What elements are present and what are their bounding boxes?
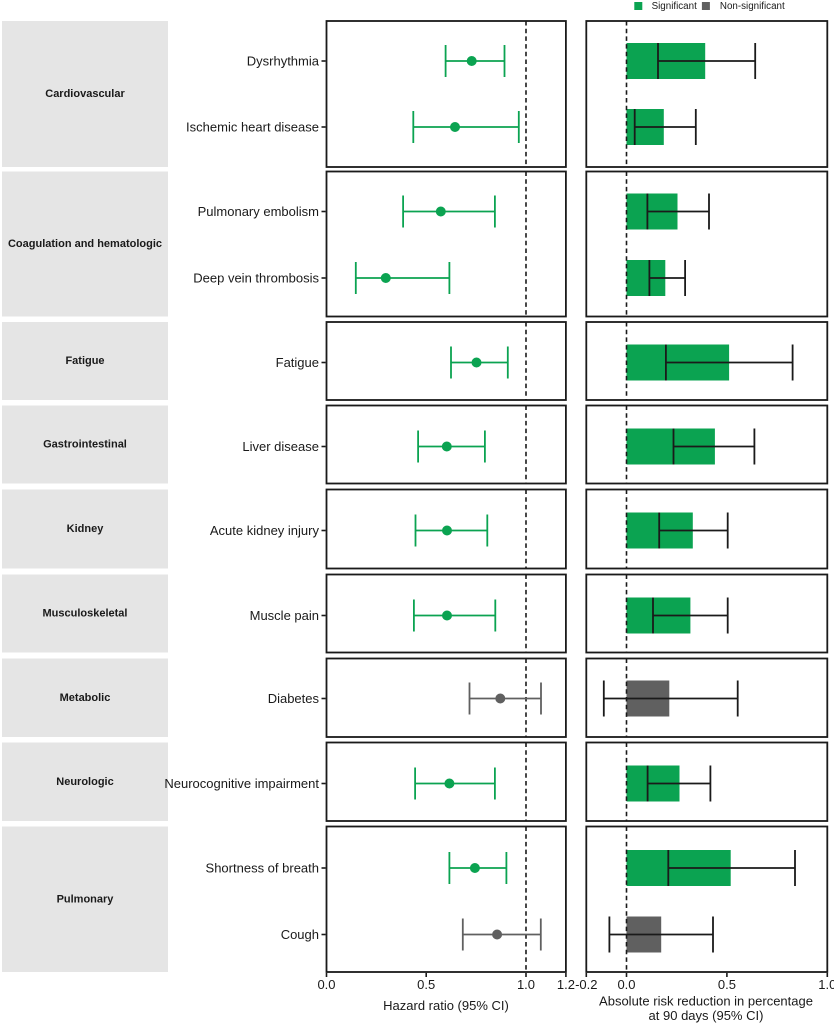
svg-text:-0.2: -0.2 [575,977,597,992]
svg-text:Muscle pain: Muscle pain [250,608,319,623]
svg-text:Liver disease: Liver disease [242,439,319,454]
svg-text:at 90 days (95% CI): at 90 days (95% CI) [649,1008,764,1023]
svg-text:Deep vein thrombosis: Deep vein thrombosis [193,271,319,286]
svg-text:Cardiovascular: Cardiovascular [45,88,125,100]
svg-text:Dysrhythmia: Dysrhythmia [247,54,320,69]
svg-text:Musculoskeletal: Musculoskeletal [43,608,128,620]
svg-text:Gastrointestinal: Gastrointestinal [43,439,127,451]
svg-text:Fatigue: Fatigue [276,355,319,370]
svg-text:Neurocognitive impairment: Neurocognitive impairment [164,776,319,791]
svg-text:Cough: Cough [281,927,319,942]
svg-text:Diabetes: Diabetes [268,691,320,706]
svg-text:1.0: 1.0 [818,977,834,992]
svg-text:0.5: 0.5 [417,977,435,992]
svg-text:Pulmonary embolism: Pulmonary embolism [198,204,319,219]
svg-text:Ischemic heart disease: Ischemic heart disease [186,120,319,135]
svg-text:0.5: 0.5 [718,977,736,992]
svg-text:Neurologic: Neurologic [56,776,113,788]
svg-text:Acute kidney injury: Acute kidney injury [210,523,320,538]
svg-text:Kidney: Kidney [67,523,105,535]
svg-text:Non-significant: Non-significant [720,1,785,12]
svg-text:Significant: Significant [652,1,697,12]
svg-text:Pulmonary: Pulmonary [57,893,115,905]
svg-text:Coagulation and hematologic: Coagulation and hematologic [8,238,162,250]
svg-text:Absolute risk reduction in per: Absolute risk reduction in percentage [599,994,813,1009]
svg-text:0.0: 0.0 [617,977,635,992]
svg-text:0.0: 0.0 [317,977,335,992]
svg-text:1.2: 1.2 [557,977,575,992]
svg-text:1.0: 1.0 [517,977,535,992]
svg-text:Hazard ratio (95% CI): Hazard ratio (95% CI) [383,998,509,1013]
svg-text:Metabolic: Metabolic [60,692,111,704]
svg-text:Fatigue: Fatigue [65,355,104,367]
svg-text:Shortness of breath: Shortness of breath [206,861,319,876]
